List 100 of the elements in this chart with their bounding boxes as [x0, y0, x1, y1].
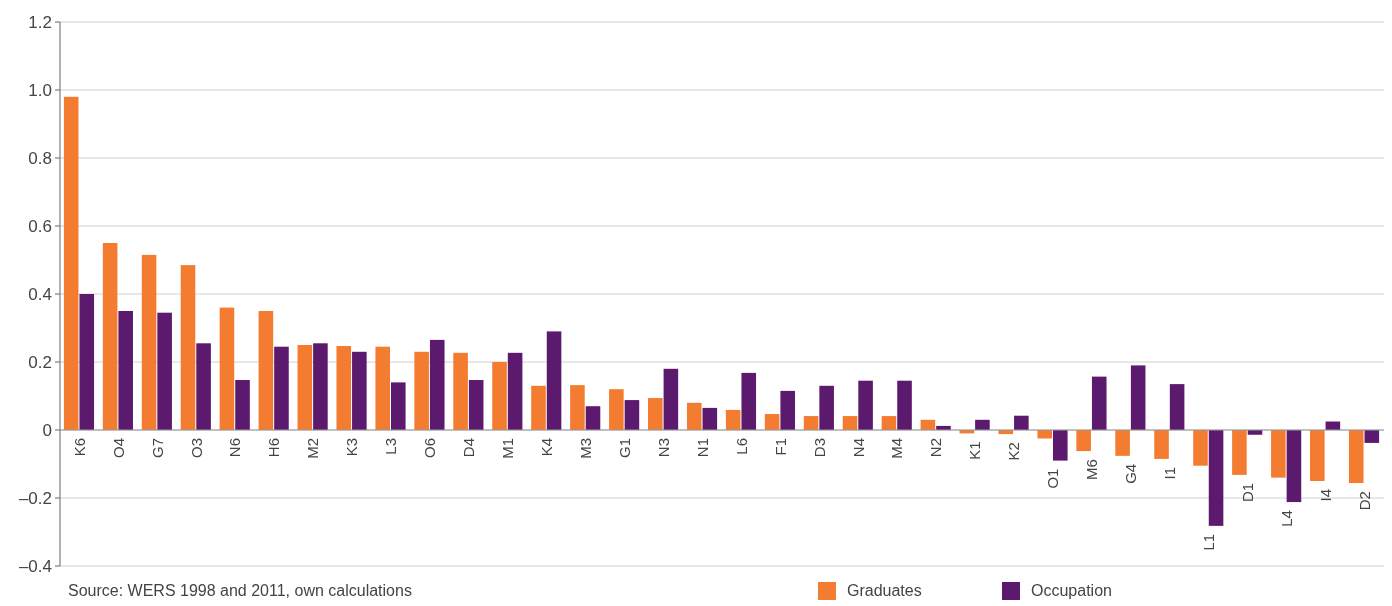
x-tick-label: I4: [1316, 489, 1334, 502]
bar: [858, 380, 873, 430]
x-tick-label: N1: [693, 438, 711, 458]
x-tick-label: O1: [1044, 468, 1062, 489]
bar: [157, 312, 172, 430]
bar: [648, 398, 663, 430]
bar: [141, 254, 157, 430]
bar: [1286, 430, 1302, 503]
bar: [258, 311, 274, 430]
bar: [819, 385, 834, 430]
x-tick-label: K2: [1005, 442, 1023, 461]
legend-label: Graduates: [847, 582, 922, 599]
bar: [531, 385, 546, 430]
bar: [219, 307, 235, 430]
bar: [663, 368, 679, 430]
x-tick-label: N3: [654, 438, 672, 458]
x-tick-label: K3: [343, 438, 361, 457]
legend-label: Occupation: [1031, 582, 1112, 599]
bar: [1193, 430, 1208, 466]
x-tick-label: I1: [1161, 466, 1179, 480]
bar: [764, 414, 780, 430]
bar: [1232, 430, 1247, 475]
bar: [118, 311, 133, 430]
bar: [313, 343, 328, 430]
bar: [414, 351, 429, 430]
y-tick-label: 0: [42, 420, 52, 440]
x-tick-label: M1: [499, 438, 517, 459]
bar: [453, 352, 468, 430]
bar: [1076, 430, 1091, 452]
bar: [975, 419, 990, 430]
y-tick-label: 0.4: [28, 284, 52, 304]
bar: [1169, 384, 1185, 430]
x-tick-label: M4: [888, 438, 906, 459]
bar: [1208, 430, 1224, 526]
x-tick-label: K1: [966, 441, 984, 460]
bar: [725, 409, 741, 430]
bar: [79, 294, 95, 430]
bar: [375, 346, 390, 430]
x-tick-label: O3: [187, 438, 205, 459]
x-tick-label: N6: [226, 438, 244, 458]
y-tick-label: 1.2: [28, 12, 52, 32]
bar: [570, 385, 585, 430]
y-tick-label: –0.4: [18, 556, 52, 576]
bar: [1130, 365, 1146, 430]
x-tick-label: K6: [70, 438, 88, 457]
bar: [585, 406, 601, 430]
x-tick-label: D1: [1238, 482, 1256, 503]
bar: [274, 346, 289, 430]
bar: [803, 416, 819, 430]
x-tick-label: D2: [1355, 491, 1373, 511]
x-tick-label: H6: [265, 438, 283, 458]
bar: [1348, 430, 1364, 484]
bar: [1053, 430, 1068, 461]
y-tick-label: –0.2: [18, 488, 52, 508]
bar: [352, 351, 367, 430]
bar: [1037, 430, 1052, 439]
bar: [336, 346, 352, 430]
bar: [507, 352, 523, 430]
bar: [297, 345, 313, 430]
bar: [63, 96, 79, 430]
bar: [624, 400, 640, 430]
bar: [235, 380, 250, 430]
source-note: Source: WERS 1998 and 2011, own calculations: [68, 582, 412, 599]
x-tick-label: M3: [576, 438, 594, 459]
bar: [391, 382, 406, 430]
bar: [196, 343, 211, 430]
bar: [102, 243, 118, 430]
x-tick-label: N4: [849, 438, 867, 458]
bar: [1014, 415, 1029, 430]
x-tick-label: M2: [304, 438, 322, 459]
x-tick-label: K4: [538, 438, 556, 457]
bar: [881, 416, 897, 430]
bar: [702, 407, 718, 430]
bar: [741, 372, 757, 430]
x-tick-label: F1: [771, 438, 789, 456]
y-tick-label: 1.0: [28, 80, 52, 100]
bar: [780, 390, 795, 430]
x-tick-label: G1: [615, 438, 633, 459]
bar: [1091, 376, 1107, 430]
bar: [468, 380, 484, 430]
x-tick-label: L3: [382, 438, 400, 455]
x-tick-label: M6: [1083, 459, 1101, 480]
x-tick-label: D4: [460, 438, 478, 458]
x-tick-label: G7: [148, 438, 166, 459]
bar: [180, 265, 196, 430]
x-tick-label: O6: [421, 438, 439, 459]
x-tick-label: N2: [927, 438, 945, 458]
y-tick-label: 0.8: [28, 148, 52, 168]
bar: [1115, 430, 1130, 456]
x-tick-label: D3: [810, 438, 828, 458]
x-tick-label: G4: [1122, 463, 1140, 484]
bar: [429, 339, 445, 430]
bar: [546, 331, 562, 430]
x-tick-label: L6: [732, 438, 750, 455]
x-tick-label: O4: [109, 438, 127, 459]
x-tick-label: L1: [1200, 533, 1218, 551]
x-tick-label: L4: [1277, 510, 1295, 527]
bar: [686, 402, 702, 430]
y-tick-label: 0.2: [28, 352, 52, 372]
bar: [897, 380, 912, 430]
